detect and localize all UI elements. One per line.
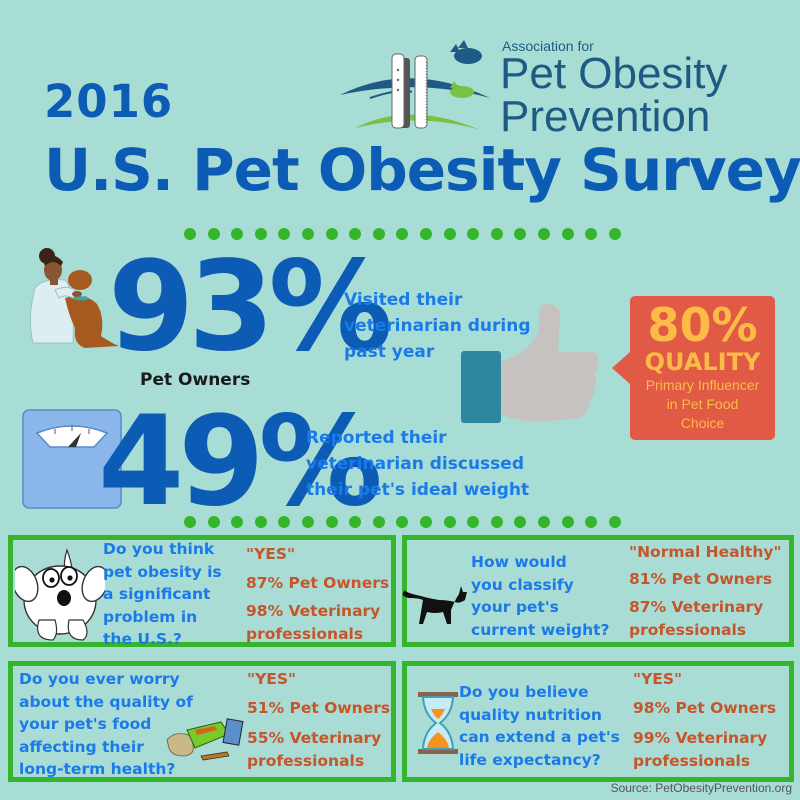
question-line: your pet's food	[19, 715, 152, 733]
owners-percentage: 51% Pet Owners	[247, 698, 391, 717]
question-card-obesity-problem: Do you think pet obesity is a significan…	[8, 535, 396, 648]
thumbs-up-icon	[460, 302, 610, 427]
question-line: Do you think	[103, 540, 215, 558]
answer-block: "Normal Healthy" 81% Pet Owners 87% Vete…	[629, 541, 782, 641]
question-text: Do you think pet obesity is a significan…	[103, 538, 222, 651]
dot-divider-bottom	[184, 516, 632, 528]
question-line: a significant	[103, 585, 211, 603]
question-text: Do you believe quality nutrition can ext…	[459, 681, 620, 771]
cartoon-dog-icon	[11, 548, 109, 643]
question-line: about the quality of	[19, 692, 193, 711]
vets-label: professionals	[247, 751, 365, 770]
vets-percentage: 98% Veterinary	[246, 602, 381, 620]
black-cat-icon	[399, 582, 469, 627]
quality-line-2: in Pet Food	[666, 396, 739, 412]
question-line: Do you believe	[459, 683, 589, 701]
answer-label: "YES"	[633, 670, 683, 688]
question-line: you classify	[471, 575, 574, 594]
pet-owners-label: Pet Owners	[140, 370, 251, 390]
callout-arrow	[612, 352, 630, 384]
logo-prefix: Association for	[502, 38, 594, 54]
question-line: Do you ever worry	[19, 670, 180, 688]
owners-percentage: 98% Pet Owners	[633, 698, 777, 717]
question-card-food-quality: Do you ever worry about the quality of y…	[8, 661, 396, 782]
visited-line-1: Visited their	[344, 290, 463, 310]
answer-block: "YES" 87% Pet Owners 98% Veterinary prof…	[246, 543, 389, 645]
discussed-line-2: veterinarian discussed	[306, 454, 524, 474]
weight-scale-icon	[22, 409, 122, 509]
question-line: can extend a pet's	[459, 728, 620, 746]
question-card-classify-weight: How would you classify your pet's curren…	[402, 535, 794, 647]
vets-label: professionals	[629, 620, 747, 639]
vets-percentage: 99% Veterinary	[633, 729, 768, 747]
vets-percentage: 87% Veterinary	[629, 598, 764, 616]
visited-line-3: past year	[344, 342, 435, 362]
vet-with-dog-icon	[25, 248, 125, 348]
question-line: affecting their	[19, 737, 144, 756]
question-text: How would you classify your pet's curren…	[471, 551, 610, 641]
survey-year: 2016	[44, 75, 174, 128]
source-citation: Source: PetObesityPrevention.org	[610, 781, 792, 795]
vets-label: professionals	[246, 624, 364, 643]
discussed-description: Reported their veterinarian discussed th…	[306, 425, 529, 503]
answer-block: "YES" 51% Pet Owners 55% Veterinary prof…	[247, 668, 390, 772]
question-line: long-term health?	[19, 760, 176, 778]
logo-line-1: Pet Obesity	[500, 49, 728, 98]
answer-block: "YES" 98% Pet Owners 99% Veterinary prof…	[633, 668, 776, 772]
visited-description: Visited their veterinarian during past y…	[344, 287, 531, 365]
hourglass-icon	[418, 692, 458, 754]
quality-line-3: Choice	[680, 415, 725, 431]
logo-name: Pet Obesity Prevention	[500, 49, 728, 141]
answer-label: "YES"	[247, 670, 297, 688]
logo-icon	[340, 40, 500, 130]
visited-percentage: 93%	[108, 235, 393, 379]
quality-percentage: 80%	[647, 298, 758, 352]
question-line: quality nutrition	[459, 705, 602, 724]
logo-line-2: Prevention	[500, 92, 711, 141]
discussed-line-3: their pet's ideal weight	[306, 480, 530, 500]
question-line: How would	[471, 553, 567, 571]
page-title: U.S. Pet Obesity Survey	[44, 136, 800, 204]
quality-line-1: Primary Influencer	[645, 377, 760, 393]
question-line: problem in	[103, 607, 198, 626]
question-line: life expectancy?	[459, 750, 601, 769]
question-card-life-expectancy: Do you believe quality nutrition can ext…	[402, 661, 794, 782]
question-line: current weight?	[471, 620, 610, 639]
owners-percentage: 81% Pet Owners	[629, 569, 773, 588]
question-line: your pet's	[471, 598, 559, 616]
question-line: the U.S.?	[103, 630, 182, 648]
question-text: Do you ever worry about the quality of y…	[19, 668, 193, 781]
question-line: pet obesity is	[103, 562, 222, 581]
visited-line-2: veterinarian during	[344, 316, 531, 336]
quality-description: Primary Influencer in Pet Food Choice	[630, 376, 775, 433]
vets-percentage: 55% Veterinary	[247, 729, 382, 747]
quality-callout: 80% QUALITY Primary Influencer in Pet Fo…	[612, 296, 775, 440]
owners-percentage: 87% Pet Owners	[246, 573, 390, 592]
discussed-percentage: 49%	[98, 390, 383, 534]
answer-label: "Normal Healthy"	[629, 543, 782, 561]
answer-label: "YES"	[246, 545, 296, 563]
pet-food-bag-icon	[165, 718, 255, 763]
dot-divider-top	[184, 228, 632, 240]
quality-label: QUALITY	[644, 348, 761, 376]
discussed-line-1: Reported their	[306, 428, 447, 448]
vets-label: professionals	[633, 751, 751, 770]
